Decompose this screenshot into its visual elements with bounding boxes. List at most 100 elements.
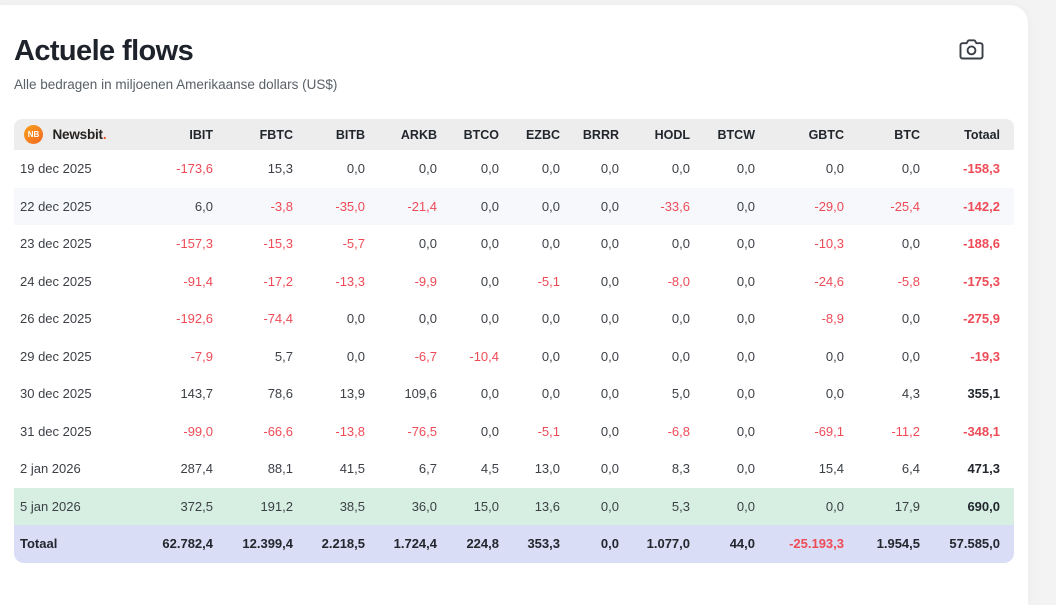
- value-cell-bitb: 0,0: [346, 311, 365, 327]
- table-row: 26 dec 2025 -192,6 -74,4 0,0 0,0 0,0 0,0 0,0 0,0…: [14, 300, 1014, 338]
- newsbit-logo-text: Newsbit.: [52, 127, 107, 142]
- value-cell-hodl: 5,3: [619, 487, 690, 525]
- screenshot-camera-button[interactable]: [954, 33, 988, 65]
- newsbit-logo-icon: NB: [24, 125, 43, 144]
- value-cell-arkb: -6,7: [414, 348, 437, 364]
- value-cell-gbtc: -8,9: [821, 311, 844, 327]
- row-date: 30 dec 2025: [20, 386, 92, 402]
- value-cell-brrr: 0,0: [560, 487, 619, 525]
- table-row: 2 jan 2026 287,4 88,1 41,5 6,7 4,5 13,0 0,0 8,3 0…: [14, 450, 1014, 488]
- value-cell-brrr: 0,0: [600, 348, 619, 364]
- value-cell-bitb: 2.218,5: [293, 525, 365, 563]
- column-header-btcw: BTCW: [690, 119, 755, 150]
- value-cell-ezbc: 0,0: [541, 386, 560, 402]
- value-cell-arkb: 109,6: [404, 386, 437, 402]
- value-cell-ezbc: 353,3: [499, 525, 560, 563]
- value-cell-btco: 224,8: [437, 525, 499, 563]
- value-cell-fbtc: 88,1: [267, 461, 293, 477]
- table-header-row: NB Newsbit. IBIT FBTC BITB ARKB BTCO EZBC BRRR…: [14, 119, 1014, 150]
- value-cell-hodl: 1.077,0: [619, 525, 690, 563]
- value-cell-ezbc: 13,0: [534, 461, 560, 477]
- value-cell-brrr: 0,0: [560, 187, 619, 225]
- value-cell-btcw: 0,0: [736, 348, 755, 364]
- value-cell-btco: 0,0: [480, 386, 499, 402]
- column-header-bitb: BITB: [293, 119, 365, 150]
- value-cell-gbtc: 15,4: [818, 461, 844, 477]
- value-cell-ibit: -99,0: [183, 423, 213, 439]
- value-cell-hodl: 0,0: [671, 236, 690, 252]
- value-cell-fbtc: 191,2: [213, 487, 293, 525]
- column-header-gbtc: GBTC: [755, 119, 844, 150]
- value-cell-fbtc: 12.399,4: [213, 525, 293, 563]
- value-cell-ibit: 287,4: [180, 461, 213, 477]
- value-cell-ezbc: 0,0: [541, 236, 560, 252]
- value-cell-btco: 0,0: [437, 187, 499, 225]
- value-cell-gbtc: -29,0: [755, 187, 844, 225]
- total-row: Totaal 62.782,4 12.399,4 2.218,5 1.724,4 224,…: [14, 525, 1014, 563]
- value-cell-gbtc: -69,1: [814, 423, 844, 439]
- row-total-cell: 57.585,0: [920, 525, 1014, 563]
- value-cell-ibit: -173,6: [176, 161, 213, 177]
- value-cell-btco: 0,0: [480, 161, 499, 177]
- page-title: Actuele flows: [14, 35, 194, 67]
- table-row: 5 jan 2026 372,5 191,2 38,5 36,0 15,0 13,6 0,0 5…: [14, 487, 1014, 525]
- page-subtitle: Alle bedragen in miljoenen Amerikaanse d…: [14, 77, 338, 92]
- value-cell-bitb: 41,5: [339, 461, 365, 477]
- value-cell-bitb: -35,0: [293, 187, 365, 225]
- value-cell-btco: 0,0: [480, 311, 499, 327]
- value-cell-ezbc: -5,1: [537, 423, 560, 439]
- value-cell-bitb: -5,7: [342, 236, 365, 252]
- table-body: 19 dec 2025 -173,6 15,3 0,0 0,0 0,0 0,0 0,0 0,0 0…: [14, 150, 1014, 563]
- row-total-cell: -275,9: [963, 311, 1000, 327]
- row-total-cell: -348,1: [963, 423, 1000, 439]
- row-date: 29 dec 2025: [20, 348, 92, 364]
- column-header-btc: BTC: [844, 119, 920, 150]
- value-cell-hodl: -8,0: [667, 273, 690, 289]
- row-date: 26 dec 2025: [20, 311, 92, 327]
- value-cell-fbtc: 78,6: [267, 386, 293, 402]
- value-cell-gbtc: -25.193,3: [755, 525, 844, 563]
- value-cell-ezbc: 0,0: [541, 348, 560, 364]
- value-cell-fbtc: -66,6: [263, 423, 293, 439]
- total-row-label: Totaal: [14, 525, 124, 563]
- value-cell-btcw: 0,0: [736, 423, 755, 439]
- value-cell-btcw: 0,0: [736, 161, 755, 177]
- value-cell-btc: 6,4: [901, 461, 920, 477]
- table-row: 31 dec 2025 -99,0 -66,6 -13,8 -76,5 0,0 -5,1 0,…: [14, 413, 1014, 451]
- content-card: Actuele flows Alle bedragen in miljoenen…: [0, 5, 1028, 605]
- value-cell-bitb: 13,9: [339, 386, 365, 402]
- value-cell-hodl: -33,6: [619, 187, 690, 225]
- value-cell-btcw: 0,0: [736, 311, 755, 327]
- value-cell-btc: 0,0: [901, 348, 920, 364]
- value-cell-brrr: 0,0: [600, 423, 619, 439]
- value-cell-hodl: 8,3: [671, 461, 690, 477]
- camera-icon: [958, 37, 985, 62]
- column-header-ezbc: EZBC: [499, 119, 560, 150]
- value-cell-bitb: 38,5: [293, 487, 365, 525]
- value-cell-hodl: -6,8: [667, 423, 690, 439]
- value-cell-bitb: 0,0: [346, 348, 365, 364]
- value-cell-ibit: -91,4: [183, 273, 213, 289]
- value-cell-bitb: 0,0: [346, 161, 365, 177]
- value-cell-arkb: 1.724,4: [365, 525, 437, 563]
- value-cell-fbtc: 15,3: [267, 161, 293, 177]
- table-row: 29 dec 2025 -7,9 5,7 0,0 -6,7 -10,4 0,0 0,0 0,0 0…: [14, 338, 1014, 376]
- value-cell-ibit: 62.782,4: [124, 525, 213, 563]
- value-cell-ezbc: 0,0: [541, 161, 560, 177]
- value-cell-bitb: -13,3: [335, 273, 365, 289]
- value-cell-brrr: 0,0: [600, 273, 619, 289]
- row-date: 31 dec 2025: [20, 423, 92, 439]
- value-cell-btc: -5,8: [897, 273, 920, 289]
- value-cell-btcw: 0,0: [690, 487, 755, 525]
- row-total-cell: 690,0: [920, 487, 1014, 525]
- value-cell-brrr: 0,0: [600, 161, 619, 177]
- column-header-fbtc: FBTC: [213, 119, 293, 150]
- value-cell-arkb: 0,0: [418, 311, 437, 327]
- table-row: 23 dec 2025 -157,3 -15,3 -5,7 0,0 0,0 0,0 0,0 0,…: [14, 225, 1014, 263]
- value-cell-ibit: 143,7: [180, 386, 213, 402]
- value-cell-btcw: 0,0: [736, 273, 755, 289]
- value-cell-btc: 0,0: [901, 311, 920, 327]
- value-cell-btco: 4,5: [480, 461, 499, 477]
- value-cell-ezbc: -5,1: [537, 273, 560, 289]
- row-date: 23 dec 2025: [20, 236, 92, 252]
